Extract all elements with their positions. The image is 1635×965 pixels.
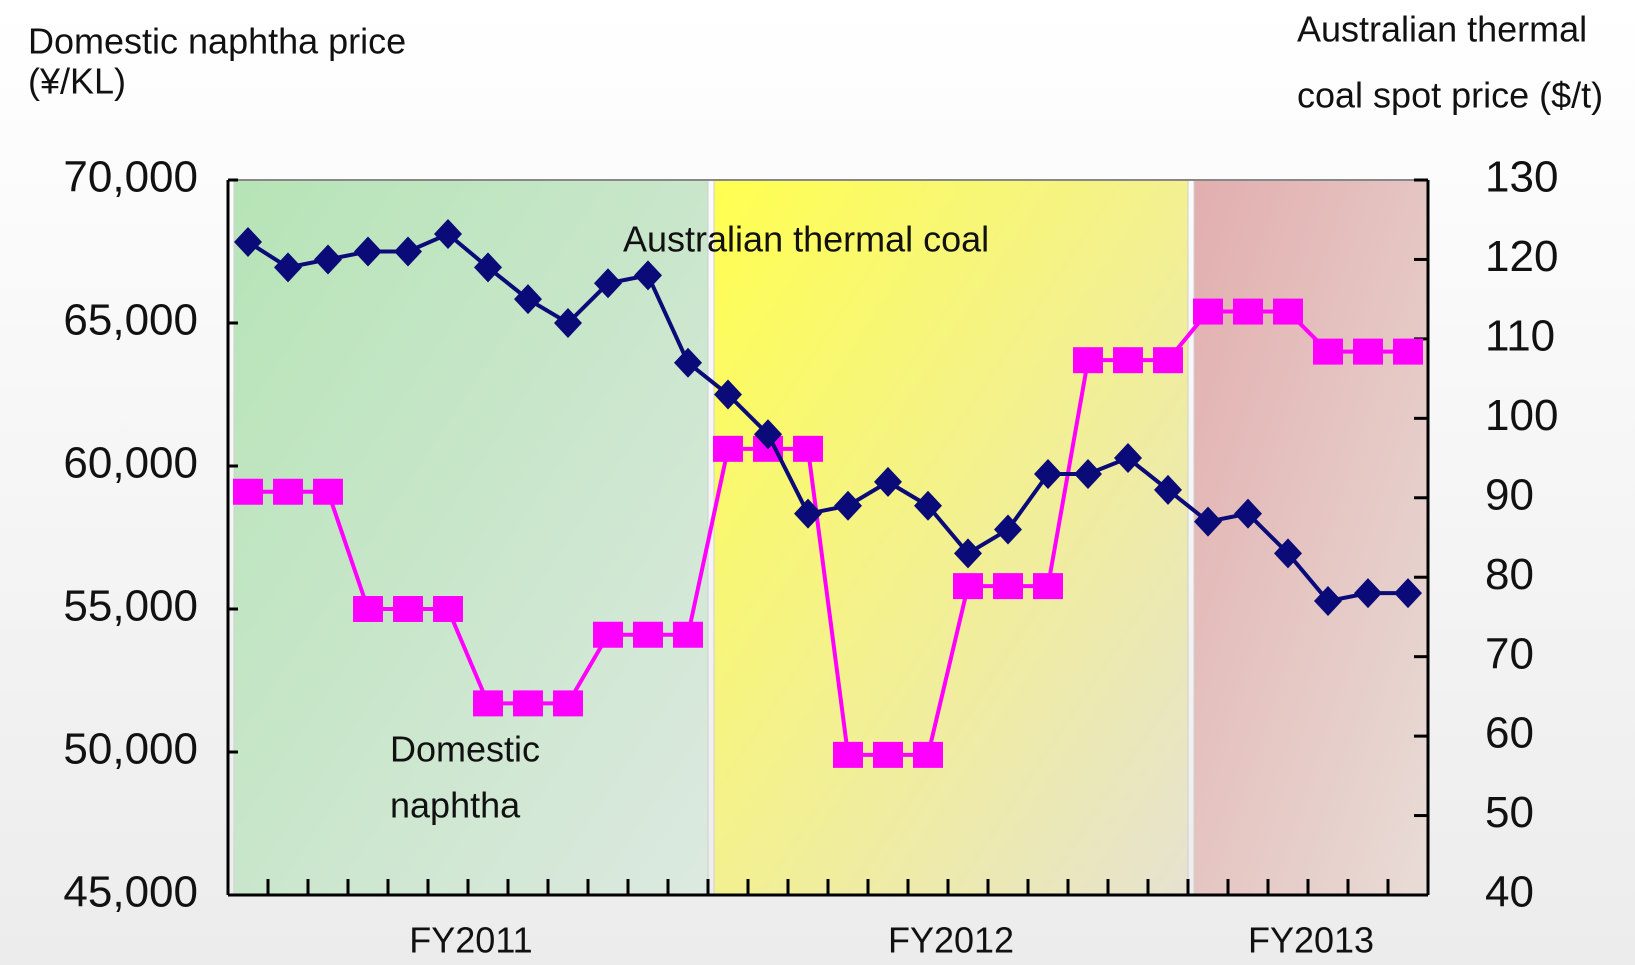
marker — [833, 741, 863, 768]
marker — [1034, 458, 1062, 489]
y2-tick-label: 90 — [1485, 470, 1534, 519]
marker — [314, 244, 342, 275]
marker — [234, 226, 262, 257]
y2-axis-title: coal spot price ($/t) — [1297, 75, 1603, 116]
marker — [513, 690, 543, 717]
marker — [593, 621, 623, 648]
marker — [1393, 338, 1423, 365]
y-tick-label: 45,000 — [63, 868, 198, 917]
period-band — [713, 179, 1189, 896]
y-tick-label: 50,000 — [63, 725, 198, 774]
y2-tick-label: 110 — [1485, 312, 1555, 361]
marker — [1273, 298, 1303, 325]
marker — [394, 236, 422, 267]
marker — [834, 490, 862, 521]
y-axis-title: (¥/KL) — [28, 61, 126, 102]
marker — [714, 379, 742, 410]
marker — [554, 308, 582, 338]
marker — [393, 596, 423, 622]
marker — [1073, 347, 1103, 374]
period-label: FY2013 — [1248, 920, 1374, 961]
marker — [1033, 573, 1063, 600]
annotation: naphtha — [390, 785, 521, 826]
marker — [994, 514, 1022, 545]
annotation: Australian thermal coal — [623, 219, 989, 260]
marker — [1313, 338, 1343, 365]
period-label: FY2012 — [888, 920, 1014, 961]
marker — [273, 478, 303, 505]
marker — [1074, 458, 1102, 489]
marker — [1193, 298, 1223, 325]
marker — [274, 252, 302, 283]
marker — [1153, 347, 1183, 374]
marker — [913, 741, 943, 768]
marker — [353, 596, 383, 622]
marker — [434, 219, 462, 250]
marker — [874, 466, 902, 497]
marker — [914, 490, 942, 521]
marker — [674, 347, 702, 378]
marker — [233, 478, 263, 505]
marker — [633, 621, 663, 648]
marker — [1314, 586, 1342, 617]
y-tick-label: 60,000 — [63, 439, 198, 488]
marker — [1274, 538, 1302, 569]
marker — [873, 741, 903, 768]
annotation: Domestic — [390, 729, 540, 770]
marker — [1233, 298, 1263, 325]
marker — [793, 435, 823, 462]
marker — [313, 478, 343, 505]
marker — [954, 538, 982, 569]
y2-tick-label: 80 — [1485, 550, 1534, 599]
y2-tick-label: 70 — [1485, 629, 1534, 678]
marker — [354, 236, 382, 267]
marker — [514, 284, 542, 315]
marker — [1113, 347, 1143, 374]
marker — [1353, 338, 1383, 365]
y-tick-label: 70,000 — [63, 153, 198, 202]
marker — [673, 621, 703, 648]
marker — [1114, 443, 1142, 474]
marker — [953, 573, 983, 600]
marker — [1394, 578, 1422, 609]
marker — [1154, 474, 1182, 505]
y2-tick-label: 40 — [1485, 868, 1534, 917]
y-tick-label: 55,000 — [63, 582, 198, 631]
y-axis-title: Domestic naphtha price — [28, 21, 406, 62]
marker — [594, 268, 622, 299]
y2-axis-title: Australian thermal — [1297, 9, 1587, 50]
y2-tick-label: 130 — [1485, 153, 1558, 202]
marker — [754, 419, 782, 450]
marker — [634, 260, 662, 291]
period-label: FY2011 — [409, 920, 532, 961]
period-band — [233, 179, 709, 896]
period-band — [1193, 179, 1429, 896]
marker — [1354, 578, 1382, 609]
marker — [713, 435, 743, 462]
y2-tick-label: 100 — [1485, 391, 1558, 440]
marker — [1194, 506, 1222, 537]
marker — [473, 690, 503, 717]
marker — [474, 252, 502, 283]
marker — [1234, 498, 1262, 529]
marker — [794, 498, 822, 529]
y2-tick-label: 120 — [1485, 232, 1558, 281]
y2-tick-label: 50 — [1485, 788, 1534, 837]
y2-tick-label: 60 — [1485, 709, 1534, 758]
marker — [433, 596, 463, 622]
marker — [553, 690, 583, 717]
y-tick-label: 65,000 — [63, 296, 198, 345]
marker — [993, 573, 1023, 600]
